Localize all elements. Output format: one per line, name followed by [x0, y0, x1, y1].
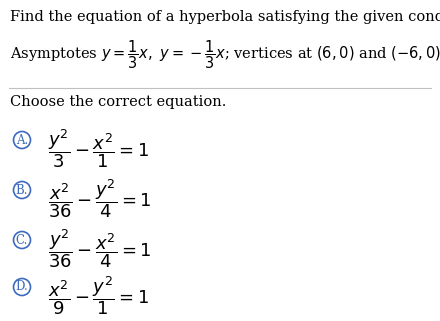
Text: D.: D. [16, 281, 28, 293]
Text: A.: A. [16, 134, 28, 146]
Text: $\dfrac{y^2}{3}-\dfrac{x^2}{1}=1$: $\dfrac{y^2}{3}-\dfrac{x^2}{1}=1$ [48, 127, 149, 170]
Text: $\dfrac{x^2}{36}-\dfrac{y^2}{4}=1$: $\dfrac{x^2}{36}-\dfrac{y^2}{4}=1$ [48, 177, 151, 220]
Text: $\dfrac{y^2}{36}-\dfrac{x^2}{4}=1$: $\dfrac{y^2}{36}-\dfrac{x^2}{4}=1$ [48, 227, 151, 270]
Text: $\dfrac{x^2}{9}-\dfrac{y^2}{1}=1$: $\dfrac{x^2}{9}-\dfrac{y^2}{1}=1$ [48, 274, 149, 317]
Text: C.: C. [16, 233, 28, 247]
Text: Find the equation of a hyperbola satisfying the given conditions.: Find the equation of a hyperbola satisfy… [10, 10, 440, 24]
Text: B.: B. [16, 184, 28, 196]
Text: Asymptotes $y=\dfrac{1}{3}x,\ y=-\dfrac{1}{3}x$; vertices at $(6, 0)$ and $(-6, : Asymptotes $y=\dfrac{1}{3}x,\ y=-\dfrac{… [10, 38, 440, 71]
Text: Choose the correct equation.: Choose the correct equation. [10, 95, 226, 109]
